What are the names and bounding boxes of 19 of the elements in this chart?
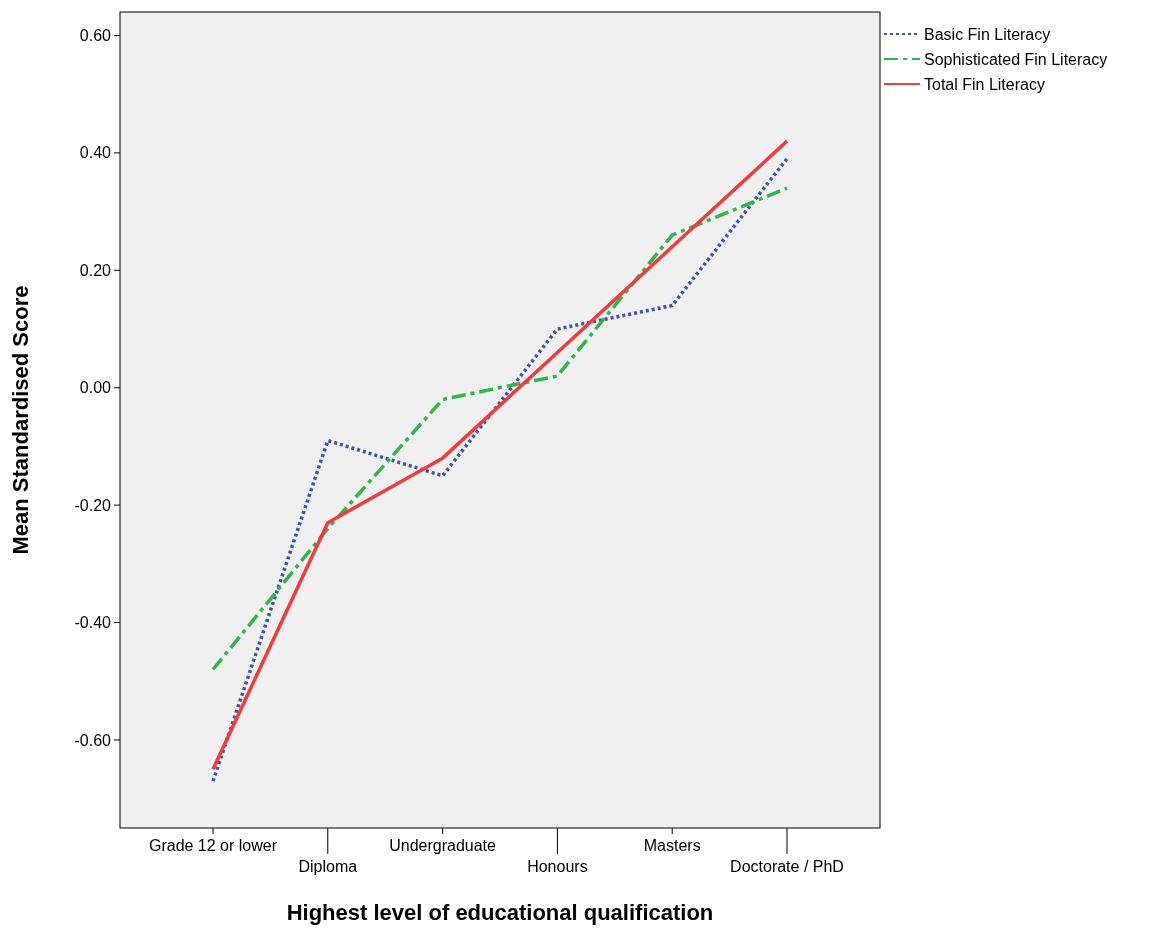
y-tick-label: -0.60: [74, 731, 112, 749]
x-axis-title: Highest level of educational qualification: [286, 900, 714, 925]
x-tick-label: Diploma: [298, 858, 358, 875]
y-tick-label: -0.20: [74, 496, 112, 514]
y-tick-label: -0.40: [74, 614, 112, 632]
legend-label: Basic Fin Literacy: [924, 25, 1051, 43]
y-tick-label: 0.60: [79, 27, 112, 45]
line-series: [211, 186, 789, 672]
y-tick-label: 0.40: [79, 144, 112, 162]
x-tick-label: Masters: [643, 837, 701, 854]
x-tick-label: Honours: [527, 858, 588, 875]
legend-label: Total Fin Literacy: [924, 75, 1045, 93]
x-tick-label: Undergraduate: [389, 837, 497, 854]
y-axis-title: Mean Standardised Score: [8, 285, 33, 555]
x-tick-label: Doctorate / PhD: [730, 858, 844, 875]
y-tick-label: 0.20: [79, 261, 112, 279]
legend-label: Sophisticated Fin Literacy: [924, 50, 1108, 68]
y-tick-label: 0.00: [79, 379, 112, 397]
x-tick-label: Grade 12 or lower: [148, 837, 278, 854]
